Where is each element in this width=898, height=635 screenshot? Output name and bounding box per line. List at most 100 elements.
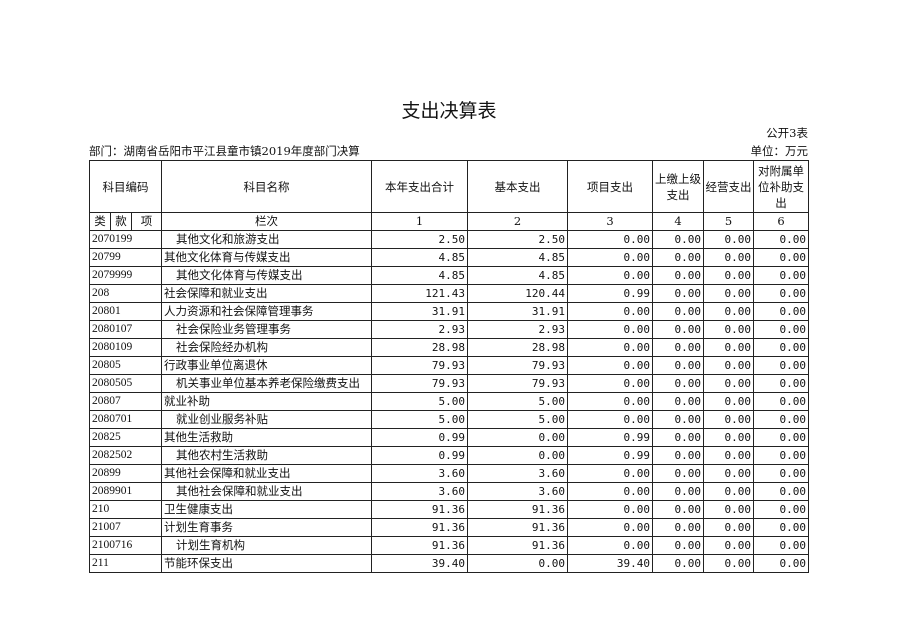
row-code: 20805	[88, 356, 163, 375]
row-name: 社会保障和就业支出	[161, 284, 373, 303]
table-row: 20807 就业补助 5.00 5.00 0.00 0.00 0.00 0.00	[88, 392, 810, 411]
row-value: 79.93	[371, 374, 469, 393]
row-name: 其他生活救助	[161, 428, 373, 447]
row-value: 0.00	[652, 302, 705, 321]
row-value: 0.00	[703, 302, 755, 321]
row-name: 其他文化体育与传媒支出	[161, 266, 373, 285]
row-code: 211	[88, 554, 163, 573]
row-value: 0.00	[753, 482, 810, 501]
row-value: 91.36	[371, 500, 469, 519]
row-value: 3.60	[467, 464, 569, 483]
row-value: 0.00	[753, 338, 810, 357]
row-value: 0.00	[703, 536, 755, 555]
row-value: 0.99	[567, 446, 654, 465]
row-value: 0.00	[567, 320, 654, 339]
header-basic: 基本支出	[467, 160, 569, 213]
row-code: 2079999	[88, 266, 163, 285]
row-value: 0.00	[567, 248, 654, 267]
sub-c3: 3	[567, 212, 654, 231]
row-value: 0.00	[652, 500, 705, 519]
row-value: 0.00	[652, 446, 705, 465]
table-row: 208 社会保障和就业支出 121.43 120.44 0.99 0.00 0.00 0.00	[88, 284, 810, 303]
header-name: 科目名称	[161, 160, 373, 213]
row-value: 0.00	[567, 230, 654, 249]
row-value: 4.85	[371, 266, 469, 285]
sub-c6: 6	[753, 212, 810, 231]
row-value: 0.00	[567, 392, 654, 411]
row-value: 0.00	[652, 356, 705, 375]
row-value: 0.00	[753, 374, 810, 393]
row-value: 0.00	[652, 392, 705, 411]
row-value: 120.44	[467, 284, 569, 303]
sub-c5: 5	[703, 212, 755, 231]
row-value: 0.00	[753, 500, 810, 519]
table-row: 2089901 其他社会保障和就业支出 3.60 3.60 0.00 0.00 0.00 0.…	[88, 482, 810, 501]
sub-lanci: 栏次	[161, 212, 373, 231]
row-value: 31.91	[467, 302, 569, 321]
table-row: 20825 其他生活救助 0.99 0.00 0.99 0.00 0.00 0.00	[88, 428, 810, 447]
row-value: 31.91	[371, 302, 469, 321]
row-code: 20799	[88, 248, 163, 267]
row-value: 0.00	[567, 356, 654, 375]
row-value: 0.00	[703, 518, 755, 537]
row-value: 0.00	[652, 464, 705, 483]
row-value: 0.00	[753, 248, 810, 267]
row-value: 0.00	[703, 230, 755, 249]
row-code: 2080109	[88, 338, 163, 357]
row-value: 0.99	[371, 428, 469, 447]
row-name: 卫生健康支出	[161, 500, 373, 519]
table-row: 2080505 机关事业单位基本养老保险缴费支出 79.93 79.93 0.00 0.0…	[88, 374, 810, 393]
row-name: 其他文化和旅游支出	[161, 230, 373, 249]
table-row: 211 节能环保支出 39.40 0.00 39.40 0.00 0.00 0.00	[88, 554, 810, 573]
row-code: 208	[88, 284, 163, 303]
row-value: 0.00	[703, 320, 755, 339]
row-value: 2.50	[467, 230, 569, 249]
row-name: 其他文化体育与传媒支出	[161, 248, 373, 267]
row-value: 4.85	[467, 266, 569, 285]
sub-kuan: 款	[110, 212, 132, 231]
row-value: 5.00	[467, 392, 569, 411]
row-value: 0.00	[567, 338, 654, 357]
row-value: 0.00	[753, 266, 810, 285]
row-value: 91.36	[467, 536, 569, 555]
header-upper: 上缴上级支出	[652, 160, 705, 213]
row-value: 39.40	[567, 554, 654, 573]
row-value: 0.00	[703, 410, 755, 429]
header-total: 本年支出合计	[371, 160, 469, 213]
row-value: 0.00	[703, 284, 755, 303]
row-value: 0.00	[703, 554, 755, 573]
row-name: 行政事业单位离退休	[161, 356, 373, 375]
row-name: 其他社会保障和就业支出	[161, 464, 373, 483]
row-code: 2080701	[88, 410, 163, 429]
row-value: 0.00	[703, 356, 755, 375]
row-name: 其他社会保障和就业支出	[161, 482, 373, 501]
header-project: 项目支出	[567, 160, 654, 213]
row-value: 0.00	[567, 536, 654, 555]
table-row: 2080107 社会保险业务管理事务 2.93 2.93 0.00 0.00 0.00 0.0…	[88, 320, 810, 339]
row-code: 2089901	[88, 482, 163, 501]
row-name: 社会保险业务管理事务	[161, 320, 373, 339]
row-value: 0.00	[703, 338, 755, 357]
row-code: 21007	[88, 518, 163, 537]
row-value: 0.99	[567, 284, 654, 303]
row-value: 91.36	[467, 500, 569, 519]
row-value: 4.85	[467, 248, 569, 267]
row-value: 0.00	[753, 284, 810, 303]
row-value: 0.00	[703, 482, 755, 501]
row-value: 0.00	[567, 302, 654, 321]
table-row: 20801 人力资源和社会保障管理事务 31.91 31.91 0.00 0.00 0.00…	[88, 302, 810, 321]
table-row: 2079999 其他文化体育与传媒支出 4.85 4.85 0.00 0.00 0.00 0.…	[88, 266, 810, 285]
row-name: 人力资源和社会保障管理事务	[161, 302, 373, 321]
row-value: 2.50	[371, 230, 469, 249]
table-row: 210 卫生健康支出 91.36 91.36 0.00 0.00 0.00 0.00	[88, 500, 810, 519]
row-value: 91.36	[467, 518, 569, 537]
row-name: 其他农村生活救助	[161, 446, 373, 465]
row-value: 79.93	[467, 356, 569, 375]
row-value: 121.43	[371, 284, 469, 303]
row-code: 20801	[88, 302, 163, 321]
row-value: 5.00	[371, 392, 469, 411]
header-row: 科目编码 科目名称 本年支出合计 基本支出 项目支出 上缴上级支出 经营支出 对…	[88, 160, 810, 213]
row-value: 0.00	[652, 518, 705, 537]
row-value: 0.00	[753, 428, 810, 447]
row-value: 0.00	[567, 410, 654, 429]
